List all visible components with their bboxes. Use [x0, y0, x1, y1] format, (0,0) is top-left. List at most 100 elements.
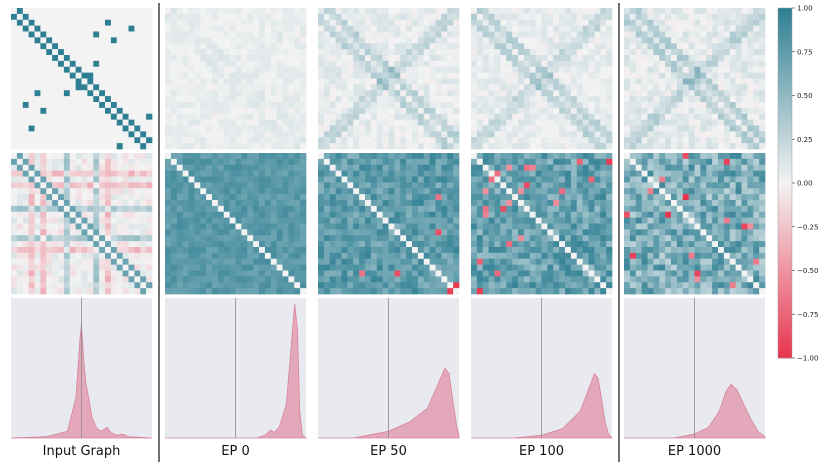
heatmap-cell	[69, 13, 76, 21]
heatmap-cell	[63, 37, 71, 44]
heatmap-cell	[105, 25, 112, 32]
heatmap-cell	[217, 60, 225, 68]
heatmap-cell	[494, 182, 501, 189]
heatmap-cell	[75, 188, 82, 195]
heatmap-cell	[188, 258, 195, 265]
heatmap-cell	[217, 84, 225, 91]
heatmap-cell	[441, 247, 448, 254]
heatmap-cell	[259, 176, 266, 183]
heatmap-cell	[370, 264, 378, 271]
heatmap-cell	[694, 25, 701, 32]
heatmap-cell	[229, 143, 236, 150]
heatmap-cell	[116, 107, 123, 115]
heatmap-cell	[518, 241, 525, 248]
heatmap-cell	[229, 125, 236, 132]
heatmap-cell	[494, 8, 501, 15]
heatmap-cell	[359, 43, 366, 50]
heatmap-cell	[259, 194, 266, 201]
heatmap-cell	[394, 200, 401, 207]
heatmap-cell	[11, 164, 18, 171]
heatmap-cell	[223, 107, 230, 115]
heatmap-cell	[518, 125, 525, 132]
heatmap-cell	[75, 288, 82, 295]
heatmap-cell	[16, 247, 24, 254]
heatmap-cell	[110, 125, 118, 132]
heatmap-cell	[259, 143, 266, 150]
heatmap-cell	[406, 113, 413, 120]
heatmap-cell	[182, 252, 189, 260]
heatmap-cell	[34, 170, 41, 177]
heatmap-cell	[412, 205, 419, 213]
heatmap-cell	[606, 25, 613, 32]
heatmap-cell	[194, 270, 201, 277]
heatmap-cell	[476, 125, 484, 132]
heatmap-cell	[182, 158, 189, 166]
heatmap-cell	[594, 217, 601, 224]
heatmap-cell	[122, 102, 129, 109]
heatmap-cell	[323, 125, 331, 132]
heatmap-cell	[122, 96, 129, 103]
heatmap-cell	[417, 282, 425, 289]
heatmap-cell	[335, 223, 342, 230]
heatmap-cell	[523, 223, 531, 230]
heatmap-cell	[270, 37, 277, 44]
heatmap-cell	[453, 188, 460, 195]
heatmap-cell	[582, 241, 589, 248]
heatmap-cell	[212, 72, 219, 79]
heatmap-cell	[182, 229, 189, 236]
heatmap-cell	[518, 60, 525, 68]
heatmap-cell	[288, 131, 295, 138]
heatmap-cell	[122, 188, 129, 195]
heatmap-cell	[217, 153, 225, 160]
heatmap-cell	[565, 164, 572, 171]
heatmap-cell	[723, 43, 731, 50]
heatmap-cell	[223, 31, 230, 38]
heatmap-cell	[217, 176, 225, 183]
heatmap-cell	[318, 241, 325, 248]
heatmap-cell	[412, 288, 419, 295]
heatmap-cell	[600, 200, 607, 207]
heatmap-cell	[653, 55, 660, 62]
heatmap-cell	[259, 270, 266, 277]
heatmap-cell	[69, 96, 76, 103]
heatmap-cell	[624, 60, 631, 68]
heatmap-cell	[69, 182, 76, 189]
heatmap-cell	[376, 247, 383, 254]
heatmap-cell	[423, 194, 430, 201]
heatmap-cell	[518, 137, 525, 144]
heatmap-cell	[723, 78, 731, 85]
heatmap-cell	[58, 252, 65, 260]
heatmap-cell	[116, 143, 123, 150]
heatmap-cell	[471, 60, 478, 68]
heatmap-cell	[182, 96, 189, 103]
heatmap-cell	[570, 19, 578, 26]
heatmap-cell	[365, 66, 372, 73]
heatmap-cell	[541, 72, 548, 79]
heatmap-cell	[276, 90, 283, 97]
heatmap-cell	[606, 8, 613, 15]
heatmap-cell	[134, 31, 141, 38]
heatmap-cell	[93, 131, 100, 138]
heatmap-cell	[116, 60, 123, 68]
heatmap-cell	[259, 119, 266, 126]
heatmap-cell	[412, 19, 419, 26]
heatmap-cell	[75, 235, 82, 242]
heatmap-cell	[600, 31, 607, 38]
heatmap-cell	[423, 131, 430, 138]
heatmap-cell	[347, 8, 354, 15]
heatmap-cell	[518, 153, 525, 160]
heatmap-cell	[40, 282, 47, 289]
heatmap-cell	[99, 264, 106, 271]
heatmap-cell	[200, 164, 207, 171]
heatmap-cell	[635, 55, 642, 62]
heatmap-cell	[63, 276, 71, 283]
heatmap-cell	[52, 188, 59, 195]
heatmap-cell	[565, 217, 572, 224]
heatmap-cell	[176, 188, 183, 195]
heatmap-cell	[370, 288, 378, 295]
heatmap-cell	[553, 25, 560, 32]
heatmap-cell	[518, 258, 525, 265]
heatmap-cell	[588, 158, 595, 166]
heatmap-cell	[582, 153, 589, 160]
heatmap-cell	[188, 13, 195, 21]
